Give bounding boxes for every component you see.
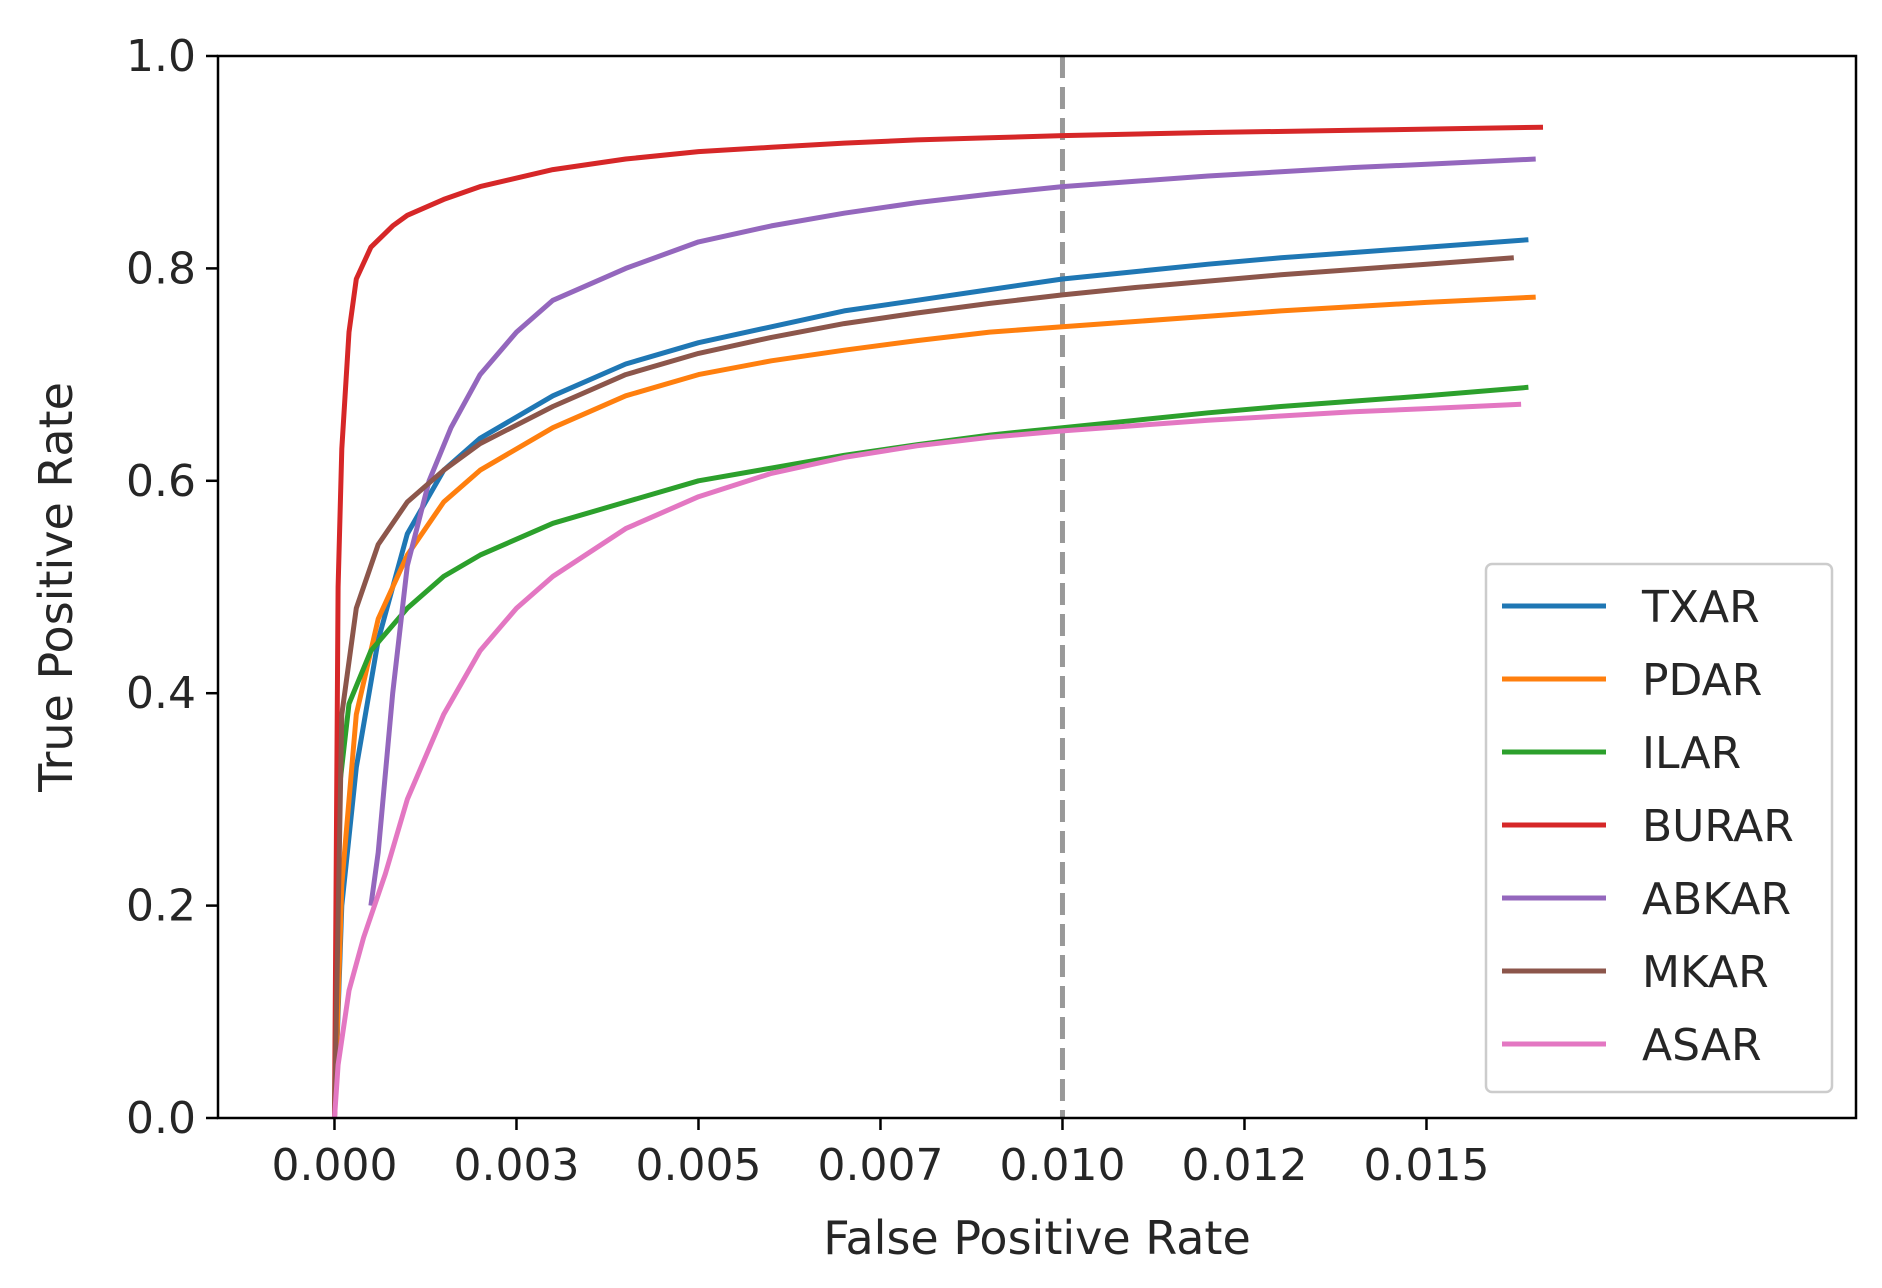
y-tick-label: 0.8 (126, 243, 196, 294)
x-tick-label: 0.003 (453, 1140, 579, 1191)
y-tick-label: 0.2 (126, 881, 196, 932)
series-line-abkar (368, 156, 1536, 906)
y-tick-label: 1.0 (126, 31, 196, 82)
y-tick-label: 0.6 (126, 456, 196, 507)
y-tick-label: 0.0 (126, 1093, 196, 1144)
series-line-txar (332, 237, 1529, 1118)
axes-layer: 0.000 0.003 0.005 0.007 0.010 0.012 0.015 0.0 0.… (126, 31, 1858, 1191)
legend-label-asar: ASAR (1642, 1020, 1762, 1071)
legend-label-mkar: MKAR (1642, 947, 1769, 998)
legend-label-pdar: PDAR (1642, 655, 1762, 706)
x-tick-label: 0.000 (271, 1140, 397, 1191)
x-tick-label: 0.005 (635, 1140, 761, 1191)
legend-label-abkar: ABKAR (1642, 874, 1791, 925)
legend-label-ilar: ILAR (1642, 728, 1741, 779)
series-line-mkar (332, 255, 1514, 1118)
y-axis-label: True Positive Rate (29, 382, 83, 793)
series-layer (332, 56, 1544, 1118)
y-tick-label: 0.4 (126, 668, 196, 719)
series-line-asar (332, 401, 1522, 1118)
x-tick-label: 0.010 (999, 1140, 1125, 1191)
x-tick-label: 0.015 (1363, 1140, 1489, 1191)
legend: TXAR PDAR ILAR BURAR ABKAR MKAR ASAR (1484, 562, 1834, 1094)
x-axis-label: False Positive Rate (823, 1211, 1251, 1265)
legend-label-burar: BURAR (1642, 801, 1794, 852)
x-tick-label: 0.012 (1181, 1140, 1307, 1191)
series-line-pdar (332, 294, 1536, 1118)
plot-frame (216, 54, 1858, 1120)
legend-box (1484, 562, 1834, 1094)
x-tick-label: 0.007 (817, 1140, 943, 1191)
series-line-ilar (332, 384, 1529, 1118)
legend-label-txar: TXAR (1641, 582, 1760, 633)
series-line-burar (332, 124, 1544, 1118)
